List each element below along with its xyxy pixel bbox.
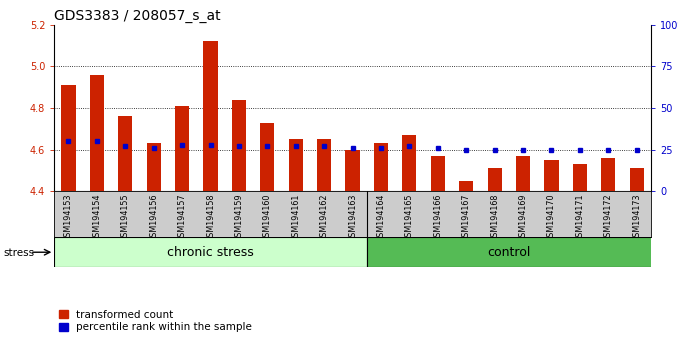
Bar bbox=[459, 181, 473, 191]
Text: GSM194164: GSM194164 bbox=[376, 193, 386, 242]
Bar bbox=[573, 164, 587, 191]
Bar bbox=[54, 237, 367, 267]
Text: control: control bbox=[487, 246, 530, 259]
Bar bbox=[175, 106, 189, 191]
Bar bbox=[118, 116, 132, 191]
Bar bbox=[367, 237, 665, 267]
Text: stress: stress bbox=[3, 248, 35, 258]
Bar bbox=[232, 100, 246, 191]
Text: GSM194157: GSM194157 bbox=[178, 193, 186, 242]
Text: GSM194154: GSM194154 bbox=[92, 193, 101, 242]
Bar bbox=[146, 143, 161, 191]
Bar bbox=[402, 135, 416, 191]
Text: GSM194166: GSM194166 bbox=[433, 193, 442, 242]
Bar bbox=[260, 122, 275, 191]
Bar bbox=[89, 75, 104, 191]
Text: GSM194170: GSM194170 bbox=[547, 193, 556, 242]
Text: GSM194158: GSM194158 bbox=[206, 193, 215, 242]
Text: chronic stress: chronic stress bbox=[167, 246, 254, 259]
Text: GSM194159: GSM194159 bbox=[235, 193, 243, 242]
Bar bbox=[61, 85, 75, 191]
Bar bbox=[317, 139, 332, 191]
Bar bbox=[431, 156, 445, 191]
Text: GSM194169: GSM194169 bbox=[519, 193, 527, 242]
Legend: transformed count, percentile rank within the sample: transformed count, percentile rank withi… bbox=[60, 310, 252, 332]
Bar bbox=[544, 160, 559, 191]
Bar bbox=[346, 150, 359, 191]
Text: GSM194156: GSM194156 bbox=[149, 193, 158, 242]
Bar bbox=[374, 143, 388, 191]
Text: GSM194163: GSM194163 bbox=[348, 193, 357, 242]
Text: GSM194173: GSM194173 bbox=[632, 193, 641, 242]
Text: GSM194160: GSM194160 bbox=[263, 193, 272, 242]
Bar bbox=[289, 139, 303, 191]
Text: GSM194168: GSM194168 bbox=[490, 193, 499, 242]
Text: GSM194162: GSM194162 bbox=[319, 193, 329, 242]
Text: GSM194171: GSM194171 bbox=[576, 193, 584, 242]
Text: GSM194165: GSM194165 bbox=[405, 193, 414, 242]
Text: GDS3383 / 208057_s_at: GDS3383 / 208057_s_at bbox=[54, 9, 221, 23]
Bar bbox=[516, 156, 530, 191]
Bar bbox=[601, 158, 616, 191]
Bar bbox=[630, 168, 644, 191]
Bar bbox=[203, 41, 218, 191]
Bar bbox=[487, 168, 502, 191]
Text: GSM194161: GSM194161 bbox=[292, 193, 300, 242]
Text: GSM194167: GSM194167 bbox=[462, 193, 471, 242]
Text: GSM194153: GSM194153 bbox=[64, 193, 73, 242]
Text: GSM194155: GSM194155 bbox=[121, 193, 129, 242]
Text: GSM194172: GSM194172 bbox=[604, 193, 613, 242]
